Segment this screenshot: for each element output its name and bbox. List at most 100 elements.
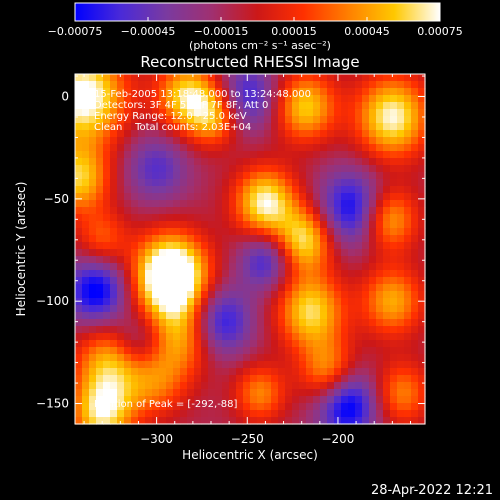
heatmap-cell <box>215 144 223 152</box>
heatmap-cell <box>397 81 405 89</box>
heatmap-cell <box>376 200 384 208</box>
heatmap-cell <box>362 130 370 138</box>
heatmap-cell <box>229 74 237 82</box>
heatmap-cell <box>236 284 244 292</box>
heatmap-cell <box>75 116 83 124</box>
heatmap-cell <box>131 186 139 194</box>
heatmap-cell <box>222 74 230 82</box>
heatmap-cell <box>110 81 118 89</box>
heatmap-cell <box>145 95 153 103</box>
heatmap-cell <box>397 263 405 271</box>
heatmap-cell <box>327 179 335 187</box>
heatmap-cell <box>306 88 314 96</box>
heatmap-cell <box>418 298 426 306</box>
heatmap-cell <box>229 249 237 257</box>
heatmap-cell <box>278 249 286 257</box>
heatmap-cell <box>152 200 160 208</box>
heatmap-cell <box>376 95 384 103</box>
heatmap-cell <box>418 102 426 110</box>
heatmap-cell <box>327 305 335 313</box>
heatmap-cell <box>411 179 419 187</box>
heatmap-cell <box>313 291 321 299</box>
heatmap-cell <box>117 137 125 145</box>
heatmap-cell <box>362 284 370 292</box>
heatmap-cell <box>250 95 258 103</box>
heatmap-cell <box>208 151 216 159</box>
heatmap-cell <box>187 214 195 222</box>
heatmap-cell <box>320 102 328 110</box>
heatmap-cell <box>250 158 258 166</box>
heatmap-cell <box>257 102 265 110</box>
heatmap-cell <box>124 144 132 152</box>
heatmap-cell <box>355 256 363 264</box>
heatmap-cell <box>201 130 209 138</box>
heatmap-cell <box>341 249 349 257</box>
heatmap-cell <box>103 88 111 96</box>
heatmap-cell <box>173 284 181 292</box>
heatmap-cell <box>327 368 335 376</box>
heatmap-cell <box>194 333 202 341</box>
annotation-detectors: Detectors: 3F 4F 5F 6F 7F 8F, Att 0 <box>94 100 268 111</box>
heatmap-cell <box>187 81 195 89</box>
heatmap-cell <box>292 151 300 159</box>
heatmap-cell <box>89 340 97 348</box>
heatmap-cell <box>411 151 419 159</box>
heatmap-cell <box>418 277 426 285</box>
heatmap-cell <box>103 74 111 82</box>
heatmap-cell <box>376 144 384 152</box>
heatmap-cell <box>327 326 335 334</box>
heatmap-cell <box>131 361 139 369</box>
heatmap-cell <box>264 403 272 411</box>
heatmap-cell <box>145 256 153 264</box>
heatmap-cell <box>166 340 174 348</box>
heatmap-cell <box>285 389 293 397</box>
heatmap-cell <box>201 368 209 376</box>
heatmap-cell <box>180 123 188 131</box>
heatmap-cell <box>383 207 391 215</box>
heatmap-cell <box>362 368 370 376</box>
heatmap-cell <box>376 256 384 264</box>
heatmap-cell <box>404 221 412 229</box>
annotation-block: 15-Feb-2005 13:18:48.000 to 13:24:48.000… <box>94 89 311 133</box>
heatmap-cell <box>250 151 258 159</box>
heatmap-cell <box>285 368 293 376</box>
heatmap-cell <box>411 186 419 194</box>
heatmap-cell <box>376 81 384 89</box>
heatmap-cell <box>145 319 153 327</box>
heatmap-cell <box>89 242 97 250</box>
heatmap-cell <box>320 347 328 355</box>
heatmap-cell <box>278 172 286 180</box>
heatmap-cell <box>110 165 118 173</box>
heatmap-cell <box>327 109 335 117</box>
heatmap-cell <box>362 207 370 215</box>
heatmap-cell <box>355 151 363 159</box>
heatmap-cell <box>320 221 328 229</box>
heatmap-cell <box>201 200 209 208</box>
heatmap-cell <box>103 249 111 257</box>
heatmap-cell <box>278 284 286 292</box>
heatmap-cell <box>201 221 209 229</box>
heatmap-cell <box>404 382 412 390</box>
heatmap-cell <box>306 116 314 124</box>
heatmap-cell <box>292 207 300 215</box>
heatmap-cell <box>285 102 293 110</box>
heatmap-cell <box>299 403 307 411</box>
heatmap-cell <box>292 417 300 425</box>
heatmap-cell <box>404 130 412 138</box>
heatmap-cell <box>159 382 167 390</box>
heatmap-cell <box>124 74 132 82</box>
heatmap-cell <box>362 123 370 131</box>
heatmap-cell <box>201 172 209 180</box>
heatmap-cell <box>110 403 118 411</box>
heatmap-cell <box>362 165 370 173</box>
heatmap-cell <box>257 193 265 201</box>
heatmap-cell <box>355 221 363 229</box>
heatmap-cell <box>75 298 83 306</box>
heatmap-cell <box>341 88 349 96</box>
heatmap-cell <box>208 354 216 362</box>
heatmap-cell <box>124 382 132 390</box>
heatmap-cell <box>404 102 412 110</box>
heatmap-cell <box>250 165 258 173</box>
heatmap-cell <box>208 284 216 292</box>
heatmap-cell <box>306 81 314 89</box>
